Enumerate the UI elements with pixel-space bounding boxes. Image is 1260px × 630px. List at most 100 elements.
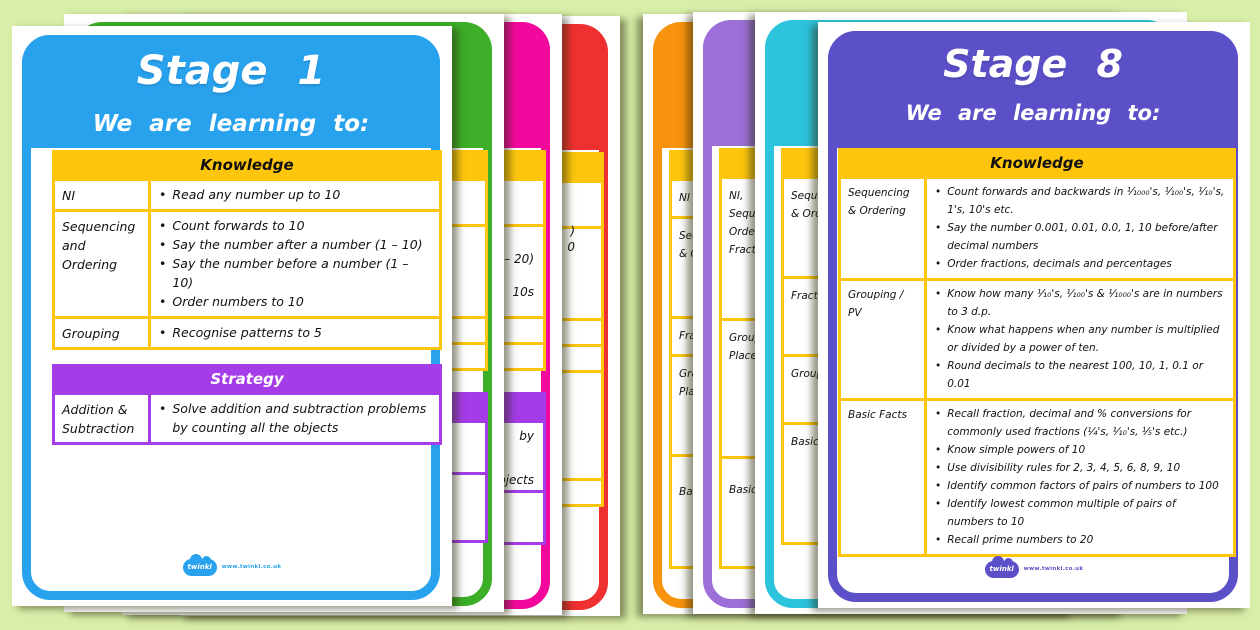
- row-label: Sequencing & Ordering: [841, 179, 927, 278]
- stage1-header: Stage 1 We are learning to:: [22, 35, 440, 148]
- bullet-icon: [935, 219, 941, 255]
- bullet-icon: [935, 405, 941, 441]
- poster-stage-1: Stage 1 We are learning to: Knowledge NI…: [12, 26, 452, 606]
- bullet-text: Identify lowest common multiple of pairs…: [947, 498, 1176, 528]
- bullet-item: Know simple powers of 10: [935, 441, 1225, 459]
- row-bullets: Count forwards to 10 Say the number after…: [151, 212, 439, 316]
- text-fragment: by: [519, 429, 534, 443]
- bullet-item: Order numbers to 10: [159, 292, 431, 311]
- bullet-item: Recognise patterns to 5: [159, 323, 431, 342]
- bullet-icon: [935, 183, 941, 219]
- bullet-item: Count forwards and backwards in ¹⁄₁₀₀₀'s…: [935, 183, 1225, 219]
- bullet-item: Count forwards to 10: [159, 216, 431, 235]
- bullet-icon: [935, 357, 941, 393]
- table-row: Grouping Recognise patterns to 5: [55, 316, 439, 347]
- text-fragment: ): [570, 224, 575, 238]
- stage8-title: Stage 8: [943, 42, 1123, 86]
- table-row: Sequencing and OrderingCount forwards to…: [55, 209, 439, 316]
- stage1-title: Stage 1: [136, 48, 326, 94]
- bullet-item: Identify common factors of pairs of numb…: [935, 477, 1225, 495]
- row-label: NI: [55, 181, 151, 209]
- stage1-strategy-table: Strategy Addition & Subtraction Solve add…: [52, 364, 442, 445]
- twinkl-logo-icon: twinkl: [984, 556, 1019, 578]
- table-row: NI Read any number up to 10: [55, 178, 439, 209]
- bullet-icon: [159, 399, 166, 437]
- stage1-knowledge-table: Knowledge NI Read any number up to 10 Sequ…: [52, 150, 442, 350]
- stage8-header: Stage 8 We are learning to:: [828, 31, 1238, 148]
- bullet-text: Count forwards to 10: [172, 218, 305, 233]
- stage8-footer: twinkl www.twinkl.co.uk: [818, 556, 1250, 578]
- bullet-text: Order fractions, decimals and percentage…: [947, 258, 1172, 270]
- row-bullets: Read any number up to 10: [151, 181, 439, 209]
- text-fragment: 0: [567, 240, 575, 254]
- bullet-text: Round decimals to the nearest 100, 10, 1…: [947, 360, 1204, 390]
- bullet-text: Say the number 0.001, 0.01, 0.0, 1, 10 b…: [947, 222, 1218, 252]
- bullet-icon: [935, 459, 941, 477]
- bullet-item: Know what happens when any number is mul…: [935, 321, 1225, 357]
- knowledge-band: Knowledge: [841, 151, 1233, 176]
- bullet-icon: [935, 531, 941, 549]
- bullet-text: Order numbers to 10: [172, 294, 304, 309]
- twinkl-url: www.twinkl.co.uk: [221, 563, 282, 570]
- bullet-item: Order fractions, decimals and percentage…: [935, 255, 1225, 273]
- bullet-icon: [935, 495, 941, 531]
- bullet-text: Know what happens when any number is mul…: [947, 324, 1220, 354]
- bullet-item: Know how many ¹⁄₁₀'s, ¹⁄₁₀₀'s & ¹⁄₁₀₀₀'s…: [935, 285, 1225, 321]
- bullet-icon: [935, 285, 941, 321]
- bullet-text: Say the number after a number (1 – 10): [172, 237, 423, 252]
- bullet-icon: [159, 235, 166, 254]
- bullet-item: Say the number 0.001, 0.01, 0.0, 1, 10 b…: [935, 219, 1225, 255]
- stage1-subtitle: We are learning to:: [92, 111, 370, 137]
- row-label: Grouping: [55, 319, 151, 347]
- bullet-item: Say the number after a number (1 – 10): [159, 235, 431, 254]
- twinkl-brand: twinkl: [187, 563, 212, 571]
- table-row: Addition & Subtraction Solve addition and…: [55, 392, 439, 442]
- bullet-icon: [935, 321, 941, 357]
- text-fragment: – 20): [504, 252, 534, 266]
- twinkl-logo-icon: twinkl: [182, 554, 217, 576]
- bullet-text: Read any number up to 10: [172, 187, 341, 202]
- bullet-item: Recall prime numbers to 20: [935, 531, 1225, 549]
- bullet-icon: [159, 185, 166, 204]
- bullet-item: Recall fraction, decimal and % conversio…: [935, 405, 1225, 441]
- stage8-subtitle: We are learning to:: [905, 101, 1161, 125]
- bullet-item: Use divisibility rules for 2, 3, 4, 5, 6…: [935, 459, 1225, 477]
- bullet-text: Count forwards and backwards in ¹⁄₁₀₀₀'s…: [947, 186, 1225, 216]
- bullet-text: Recall prime numbers to 20: [947, 534, 1094, 546]
- row-bullets: Recall fraction, decimal and % conversio…: [927, 401, 1233, 554]
- bullet-text: Identify common factors of pairs of numb…: [947, 480, 1219, 492]
- bullet-text: Know simple powers of 10: [947, 444, 1086, 456]
- strategy-band: Strategy: [55, 367, 439, 392]
- table-row: Grouping / PV Know how many ¹⁄₁₀'s, ¹⁄₁₀₀…: [841, 278, 1233, 398]
- bullet-icon: [159, 254, 166, 292]
- twinkl-url: www.twinkl.co.uk: [1023, 565, 1084, 572]
- stage1-footer: twinkl www.twinkl.co.uk: [12, 554, 452, 576]
- stage8-knowledge-table: Knowledge Sequencing & Ordering Count for…: [838, 148, 1236, 557]
- knowledge-band: Knowledge: [55, 153, 439, 178]
- poster-stage-8: Stage 8 We are learning to: Knowledge Se…: [818, 22, 1250, 608]
- bullet-item: Solve addition and subtraction problems …: [159, 399, 431, 437]
- bullet-icon: [159, 323, 166, 342]
- bullet-icon: [935, 477, 941, 495]
- bullet-text: Use divisibility rules for 2, 3, 4, 5, 6…: [947, 462, 1181, 474]
- bullet-text: Solve addition and subtraction problems …: [172, 401, 427, 435]
- row-label: Sequencing and Ordering: [55, 212, 151, 316]
- bullet-icon: [935, 441, 941, 459]
- bullet-item: Say the number before a number (1 – 10): [159, 254, 431, 292]
- row-label: Basic Facts: [841, 401, 927, 554]
- bullet-text: Recognise patterns to 5: [172, 325, 322, 340]
- row-bullets: Count forwards and backwards in ¹⁄₁₀₀₀'s…: [927, 179, 1233, 278]
- row-label: Grouping / PV: [841, 281, 927, 398]
- text-fragment: 10s: [512, 285, 534, 299]
- row-label: Addition & Subtraction: [55, 395, 151, 442]
- bullet-text: Know how many ¹⁄₁₀'s, ¹⁄₁₀₀'s & ¹⁄₁₀₀₀'s…: [947, 288, 1223, 318]
- bullet-icon: [159, 292, 166, 311]
- bullet-icon: [935, 255, 941, 273]
- bullet-item: Identify lowest common multiple of pairs…: [935, 495, 1225, 531]
- bullet-text: Say the number before a number (1 – 10): [172, 256, 409, 290]
- twinkl-brand: twinkl: [989, 565, 1014, 573]
- bullet-item: Read any number up to 10: [159, 185, 431, 204]
- row-bullets: Recognise patterns to 5: [151, 319, 439, 347]
- table-row: Sequencing & Ordering Count forwards and …: [841, 176, 1233, 278]
